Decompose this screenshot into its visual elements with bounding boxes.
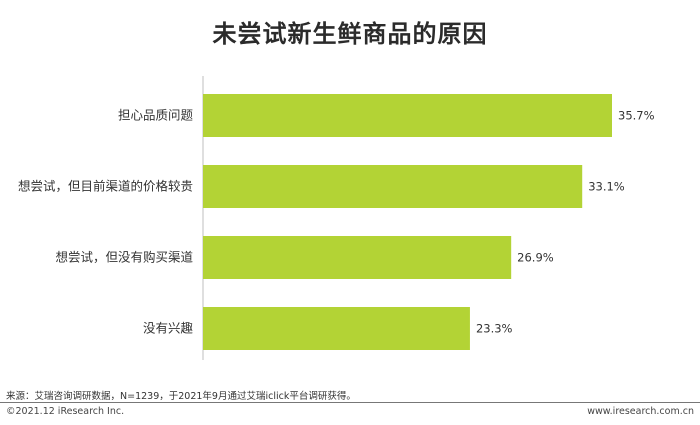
bar-1 bbox=[203, 165, 583, 208]
category-label-2: 想尝试，但没有购买渠道 bbox=[55, 250, 193, 265]
value-label-1: 33.1% bbox=[588, 180, 625, 194]
bar-3 bbox=[203, 307, 470, 350]
copyright-text: ©2021.12 iResearch Inc. bbox=[6, 406, 125, 417]
bar-chart: 担心品质问题 35.7% 想尝试，但目前渠道的价格较贵 33.1% 想尝试，但没有购买渠… bbox=[18, 76, 655, 360]
category-label-3: 没有兴趣 bbox=[143, 321, 194, 336]
value-label-0: 35.7% bbox=[618, 109, 655, 123]
value-label-2: 26.9% bbox=[517, 251, 554, 265]
source-note: 来源：艾瑞咨询调研数据，N=1239，于2021年9月通过艾瑞iclick平台调… bbox=[6, 391, 356, 402]
category-label-0: 担心品质问题 bbox=[118, 108, 194, 123]
category-label-1: 想尝试，但目前渠道的价格较贵 bbox=[18, 179, 193, 194]
bar-2 bbox=[203, 236, 512, 279]
footer-divider bbox=[0, 402, 700, 403]
bar-0 bbox=[203, 94, 612, 137]
website-link[interactable]: www.iresearch.com.cn bbox=[587, 406, 694, 417]
value-label-3: 23.3% bbox=[476, 322, 513, 336]
bars-layer: 担心品质问题 35.7% 想尝试，但目前渠道的价格较贵 33.1% 想尝试，但没有购买渠… bbox=[18, 94, 655, 350]
chart-title: 未尝试新生鲜商品的原因 bbox=[212, 20, 488, 48]
